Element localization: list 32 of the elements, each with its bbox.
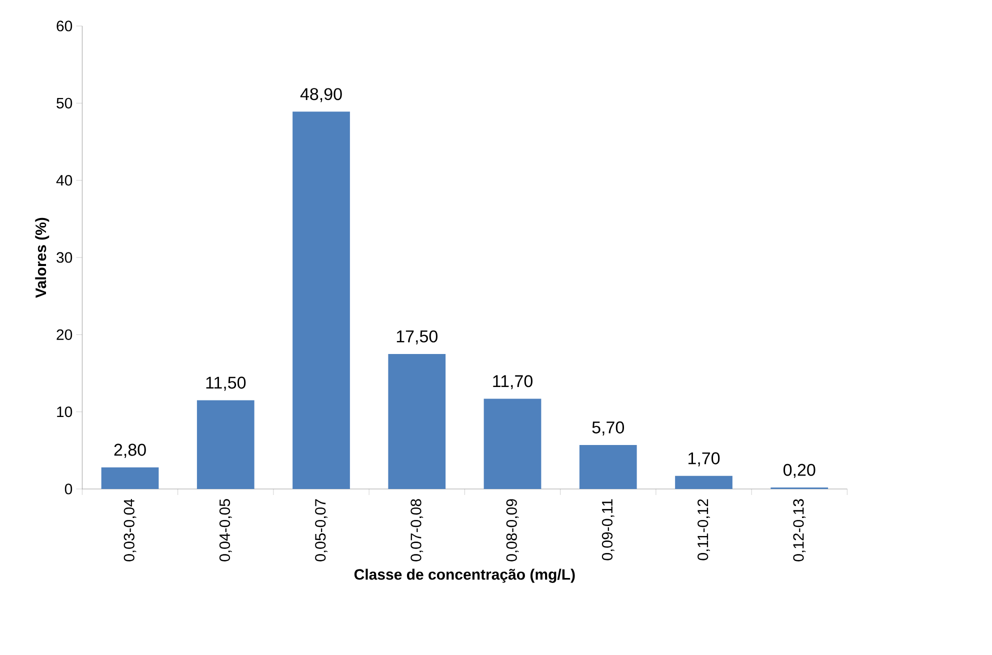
data-label: 5,70 xyxy=(592,421,624,436)
bar xyxy=(101,467,159,489)
data-label: 0,20 xyxy=(783,464,816,478)
x-tick-label: 0,08-0,09 xyxy=(506,499,519,562)
y-axis-title: Valores (%) xyxy=(35,218,50,298)
y-tick-label: 40 xyxy=(56,175,72,186)
x-tick-label: 0,12-0,13 xyxy=(793,499,806,562)
y-tick-label: 0 xyxy=(64,484,72,494)
y-tick-label: 50 xyxy=(56,98,72,108)
bar xyxy=(388,354,446,489)
y-tick-label: 20 xyxy=(56,329,72,340)
x-tick-label: 0,04-0,05 xyxy=(219,499,232,562)
data-label: 1,70 xyxy=(688,452,720,466)
data-label: 11,70 xyxy=(493,375,532,390)
x-tick-label: 0,03-0,04 xyxy=(124,498,136,562)
data-label: 17,50 xyxy=(396,330,438,344)
x-tick-label: 0,11-0,12 xyxy=(698,499,710,560)
x-axis-title: Classe de concentração (mg/L) xyxy=(354,568,575,583)
data-label: 2,80 xyxy=(114,444,146,458)
x-tick-label: 0,09-0,11 xyxy=(602,499,614,560)
y-tick-label: 10 xyxy=(57,406,72,418)
data-label: 11,50 xyxy=(206,376,246,391)
bar xyxy=(675,476,732,489)
bar xyxy=(484,398,542,489)
bar xyxy=(196,400,254,489)
bar xyxy=(579,445,637,489)
bar xyxy=(292,112,350,489)
y-tick-label: 60 xyxy=(56,20,72,32)
x-tick-label: 0,07-0,08 xyxy=(410,499,424,562)
data-label: 48,90 xyxy=(300,88,342,102)
x-tick-label: 0,05-0,07 xyxy=(315,499,328,562)
y-tick-label: 30 xyxy=(56,252,72,263)
